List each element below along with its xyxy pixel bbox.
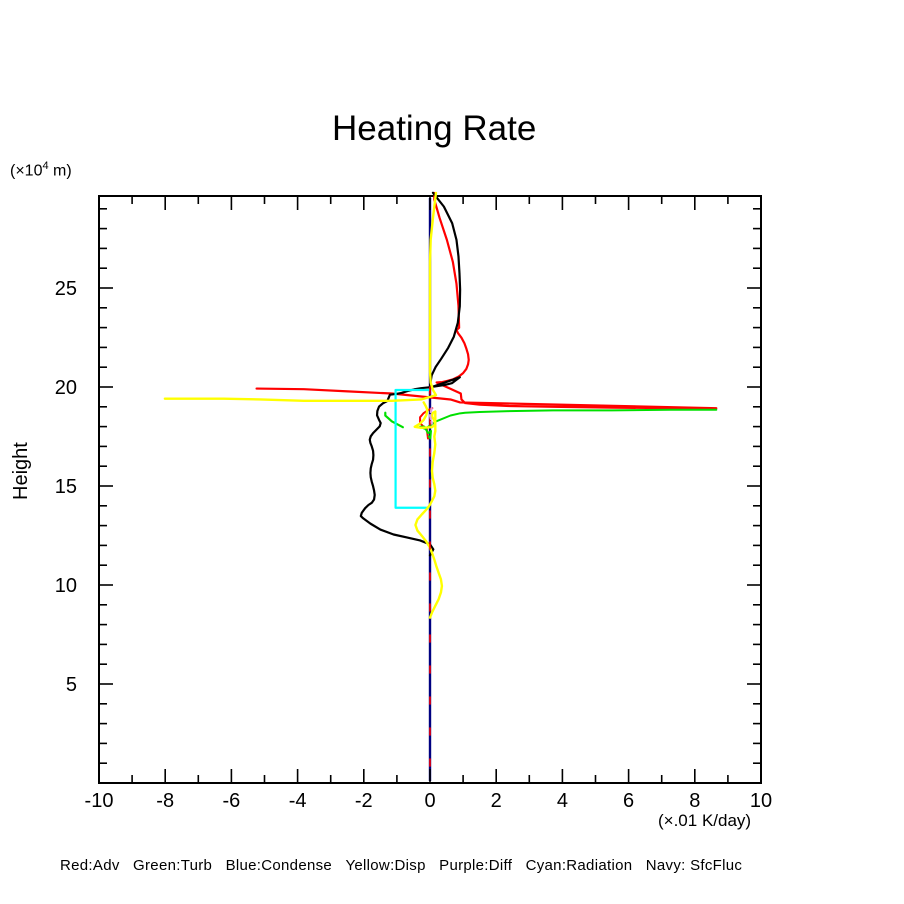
svg-text:-6: -6 [223,790,241,812]
svg-text:-4: -4 [289,790,307,812]
svg-text:6: 6 [623,790,634,812]
svg-text:15: 15 [55,476,77,498]
svg-text:8: 8 [689,790,700,812]
svg-text:-10: -10 [85,790,114,812]
svg-text:25: 25 [55,278,77,300]
svg-text:4: 4 [557,790,568,812]
svg-text:10: 10 [55,575,77,597]
svg-text:-2: -2 [355,790,373,812]
svg-text:2: 2 [491,790,502,812]
svg-text:-8: -8 [156,790,174,812]
svg-text:10: 10 [750,790,772,812]
svg-text:5: 5 [66,674,77,696]
svg-text:0: 0 [424,790,435,812]
svg-text:20: 20 [55,377,77,399]
